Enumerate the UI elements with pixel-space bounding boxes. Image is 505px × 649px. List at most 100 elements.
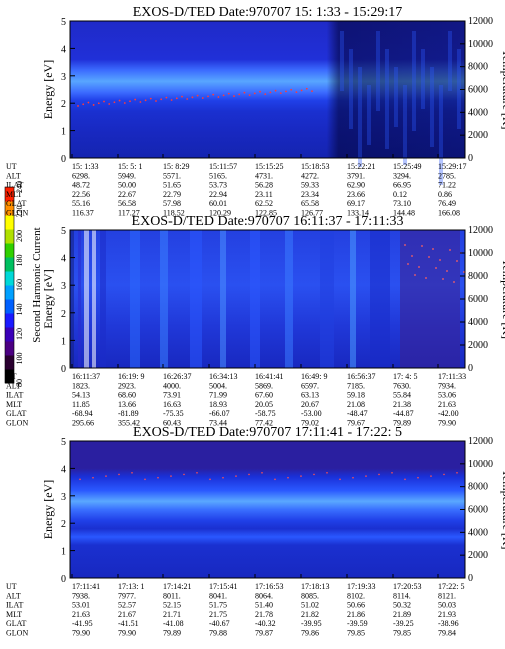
table-cell: -81.89 bbox=[118, 409, 139, 418]
table-cell: 79.86 bbox=[301, 629, 319, 638]
y-tick-label: 1 bbox=[61, 547, 66, 558]
colorbar-swatch bbox=[5, 327, 14, 342]
temperature-point bbox=[131, 471, 133, 474]
heatmap-streak bbox=[92, 230, 96, 368]
table-cell: 16:19: 9 bbox=[118, 372, 144, 381]
temperature-point bbox=[290, 88, 293, 91]
table-cell: 21.08 bbox=[347, 400, 365, 409]
table-cell: 50.00 bbox=[118, 181, 136, 190]
colorbar-swatch bbox=[5, 369, 14, 384]
temperature-point bbox=[77, 105, 79, 107]
heatmap-streak bbox=[457, 49, 461, 129]
y-tick-label: 0 bbox=[61, 574, 66, 585]
temperature-point bbox=[339, 478, 341, 481]
table-cell: 17:11:41 bbox=[72, 582, 100, 591]
table-cell: 60.01 bbox=[209, 199, 227, 208]
spectrogram-panel: EXOS-D/TED Date:970707 16:11:37 - 17:11:… bbox=[6, 214, 505, 428]
y2-tick-label: 8000 bbox=[468, 271, 488, 282]
colorbar-tick-label: 80 bbox=[15, 379, 24, 387]
heatmap-streak bbox=[412, 31, 416, 131]
table-cell: 22.56 bbox=[72, 190, 90, 199]
temperature-point bbox=[196, 94, 199, 97]
table-cell: 21.89 bbox=[393, 610, 411, 619]
table-row-label: MLT bbox=[6, 400, 22, 409]
table-cell: 67.60 bbox=[255, 391, 273, 400]
heatmap-streak bbox=[160, 230, 168, 368]
table-cell: 71.22 bbox=[438, 181, 456, 190]
temperature-point bbox=[414, 274, 416, 276]
heatmap-streak bbox=[367, 85, 371, 145]
heatmap-streak bbox=[190, 230, 202, 368]
temperature-point bbox=[149, 97, 152, 100]
temperature-point bbox=[82, 103, 85, 106]
colorbar-swatch bbox=[5, 285, 14, 300]
table-cell: 1823. bbox=[72, 381, 90, 390]
temperature-point bbox=[435, 267, 437, 269]
table-row-label: GLON bbox=[6, 209, 28, 218]
table-cell: 120.29 bbox=[209, 209, 231, 218]
colorbar-swatch bbox=[5, 257, 14, 272]
temperature-point bbox=[285, 90, 287, 93]
temperature-point bbox=[274, 89, 277, 92]
table-cell: 5571. bbox=[163, 171, 181, 180]
table-cell: 23.34 bbox=[301, 190, 319, 199]
table-cell: 16:49: 9 bbox=[301, 372, 327, 381]
table-cell: 15:18:53 bbox=[301, 162, 329, 171]
table-cell: 79.67 bbox=[347, 419, 365, 428]
table-cell: -41.51 bbox=[118, 619, 139, 628]
table-cell: 55.16 bbox=[72, 199, 90, 208]
y2-tick-label: 0 bbox=[468, 573, 473, 584]
table-cell: 5165. bbox=[209, 171, 227, 180]
table-cell: 295.66 bbox=[72, 419, 94, 428]
y2-tick-label: 6000 bbox=[468, 85, 488, 96]
temperature-point bbox=[365, 475, 367, 477]
temperature-point bbox=[295, 91, 298, 94]
table-cell: 22.79 bbox=[163, 190, 181, 199]
temperature-point bbox=[217, 96, 220, 98]
table-cell: 68.60 bbox=[118, 391, 136, 400]
table-cell: 8085. bbox=[301, 591, 319, 600]
temperature-point bbox=[417, 476, 419, 479]
heatmap-streak bbox=[403, 85, 407, 165]
y-tick-label: 5 bbox=[61, 437, 66, 448]
table-cell: 116.37 bbox=[72, 209, 94, 218]
table-cell: 3294. bbox=[393, 171, 411, 180]
temperature-point bbox=[313, 473, 315, 476]
table-cell: 17:16:53 bbox=[255, 582, 283, 591]
table-row-label: UT bbox=[6, 162, 17, 171]
heatmap-streak bbox=[430, 67, 434, 147]
y-tick-label: 5 bbox=[61, 226, 66, 237]
table-cell: 16:56:37 bbox=[347, 372, 375, 381]
colorbar-swatch bbox=[5, 313, 14, 328]
temperature-point bbox=[105, 475, 107, 477]
heatmap-streak bbox=[285, 230, 293, 368]
colorbar-tick-label: 160 bbox=[15, 279, 24, 291]
y2-tick-label: 2000 bbox=[468, 340, 488, 351]
y2-tick-label: 2000 bbox=[468, 550, 488, 561]
table-cell: 50.32 bbox=[393, 601, 411, 610]
table-cell: 51.75 bbox=[209, 601, 227, 610]
temperature-point bbox=[378, 473, 380, 476]
table-cell: 66.95 bbox=[393, 181, 411, 190]
table-cell: 8041. bbox=[209, 591, 227, 600]
table-cell: 60.43 bbox=[163, 419, 181, 428]
heatmap-streak bbox=[250, 230, 260, 368]
y-tick-label: 0 bbox=[61, 154, 66, 165]
table-row-label: UT bbox=[6, 372, 17, 381]
temperature-point bbox=[97, 102, 100, 105]
table-cell: 77.42 bbox=[255, 419, 273, 428]
temperature-point bbox=[113, 101, 116, 104]
table-cell: 8011. bbox=[163, 591, 181, 600]
y2-tick-label: 12000 bbox=[468, 225, 493, 236]
table-cell: 21.93 bbox=[438, 610, 456, 619]
colorbar-swatch bbox=[5, 187, 14, 202]
temperature-point bbox=[155, 100, 157, 102]
table-cell: 17:11:33 bbox=[438, 372, 466, 381]
table-row-label: MLT bbox=[6, 190, 22, 199]
colorbar-frame bbox=[4, 186, 15, 384]
colorbar: 80 100 120 140 160 180 200 220 240 Second Harmoni… bbox=[4, 181, 43, 387]
temperature-point bbox=[449, 249, 451, 251]
table-cell: 79.90 bbox=[118, 629, 136, 638]
temperature-point bbox=[139, 101, 142, 103]
